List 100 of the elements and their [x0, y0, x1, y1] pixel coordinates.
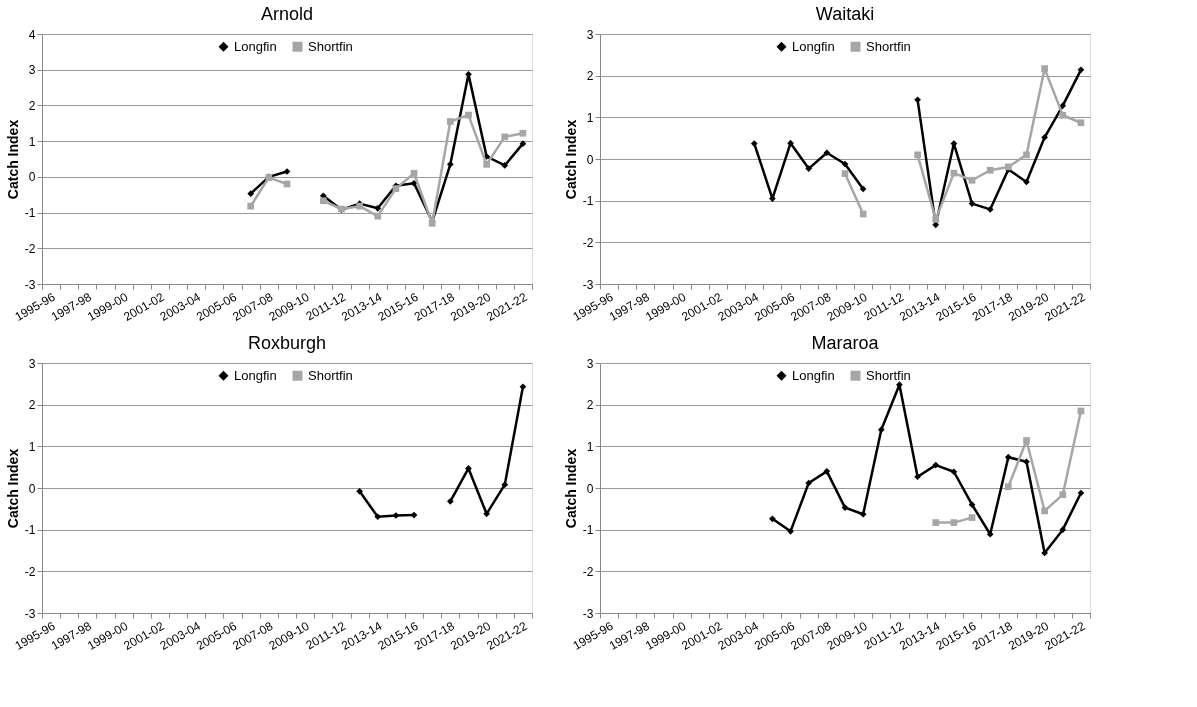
point — [446, 497, 454, 505]
point — [410, 511, 418, 519]
point — [501, 481, 509, 489]
point — [374, 513, 382, 521]
legend-label: Longfin — [792, 367, 835, 383]
y-tick-label: 2 — [28, 98, 36, 113]
y-tick-label: 1 — [586, 110, 594, 125]
y-tick-label: 2 — [28, 398, 36, 413]
y-tick-label: -1 — [582, 523, 594, 538]
y-tick-label: 2 — [586, 398, 594, 413]
point — [914, 151, 921, 159]
y-axis-title: Catch Index — [562, 119, 579, 200]
point — [410, 169, 418, 177]
y-tick-label: -3 — [24, 277, 36, 292]
point — [1023, 151, 1030, 159]
point — [1077, 489, 1085, 497]
point — [950, 169, 958, 177]
y-axis-title: Catch Index — [4, 119, 21, 200]
y-tick-label: 3 — [28, 63, 36, 78]
point — [950, 519, 958, 526]
point — [968, 501, 976, 509]
chart-title: Roxburgh — [247, 333, 327, 353]
y-tick-label: 3 — [28, 356, 36, 371]
y-tick-label: -2 — [582, 235, 594, 250]
point — [446, 161, 454, 168]
point — [1004, 483, 1012, 491]
point — [1041, 65, 1048, 72]
point — [932, 519, 940, 526]
point — [374, 212, 382, 220]
y-tick-label: -3 — [582, 277, 594, 292]
y-tick-label: -3 — [24, 606, 36, 621]
point — [932, 216, 940, 223]
point — [356, 487, 363, 495]
legend-label: Shortfin — [308, 367, 353, 383]
point — [914, 473, 921, 481]
legend-label: Shortfin — [866, 367, 911, 383]
point — [374, 204, 382, 212]
y-tick-label: 0 — [28, 481, 36, 496]
y-tick-label: -1 — [24, 206, 36, 221]
point — [519, 129, 527, 137]
point — [1059, 111, 1067, 119]
point — [877, 426, 885, 434]
y-tick-label: -1 — [582, 194, 594, 209]
y-tick-label: 1 — [28, 439, 36, 454]
point — [1077, 119, 1085, 127]
point — [986, 166, 994, 174]
point — [465, 111, 472, 119]
point — [914, 96, 921, 104]
y-tick-label: 3 — [586, 356, 594, 371]
y-tick-label: -2 — [24, 241, 36, 256]
point — [1041, 507, 1048, 515]
point — [1023, 437, 1030, 444]
point — [501, 133, 509, 141]
point — [519, 140, 527, 147]
point — [1059, 102, 1067, 110]
point — [950, 140, 958, 147]
chart-title: Mararoa — [811, 333, 880, 353]
point — [968, 514, 976, 521]
point — [769, 515, 776, 523]
y-tick-label: 0 — [586, 481, 594, 496]
point — [859, 510, 867, 518]
point — [805, 479, 813, 487]
point — [483, 161, 490, 168]
point — [1059, 526, 1067, 534]
y-tick-label: 1 — [28, 134, 36, 149]
chart-title: Waitaki — [815, 4, 875, 24]
point — [483, 510, 490, 518]
legend-label: Longfin — [234, 367, 277, 383]
y-tick-label: 3 — [586, 27, 594, 42]
y-tick-label: -1 — [24, 523, 36, 538]
point — [319, 197, 327, 205]
point — [1077, 66, 1085, 74]
y-axis-title: Catch Index — [4, 448, 21, 529]
legend-label: Shortfin — [866, 38, 911, 54]
legend-label: Longfin — [792, 38, 835, 54]
legend-label: Longfin — [234, 38, 277, 54]
chart-title: Arnold — [260, 4, 314, 24]
point — [410, 179, 418, 187]
point — [1059, 491, 1067, 499]
point — [986, 206, 994, 213]
y-tick-label: -2 — [582, 564, 594, 579]
point — [519, 383, 527, 391]
y-axis-title: Catch Index — [562, 448, 579, 529]
y-tick-label: 1 — [586, 439, 594, 454]
y-tick-label: -3 — [582, 606, 594, 621]
point — [932, 461, 940, 469]
point — [1041, 133, 1048, 141]
y-tick-label: 4 — [28, 27, 36, 42]
point — [446, 118, 454, 125]
point — [501, 162, 509, 169]
point — [787, 527, 794, 535]
point — [1004, 453, 1012, 461]
legend-label: Shortfin — [308, 38, 353, 54]
y-tick-label: 0 — [586, 152, 594, 167]
point — [465, 465, 472, 472]
y-tick-label: -2 — [24, 564, 36, 579]
point — [823, 467, 831, 475]
y-tick-label: 0 — [28, 170, 36, 185]
y-tick-label: 2 — [586, 69, 594, 84]
point — [968, 176, 976, 184]
